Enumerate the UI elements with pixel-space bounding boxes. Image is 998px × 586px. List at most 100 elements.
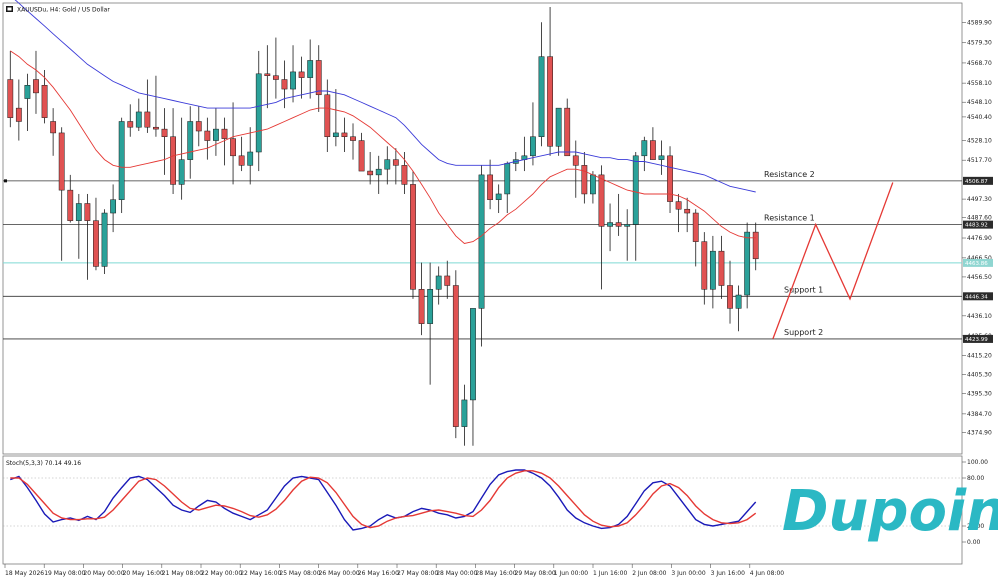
candle-body bbox=[581, 165, 588, 195]
candle-body bbox=[84, 203, 91, 221]
candle-body bbox=[495, 193, 502, 200]
candle-body bbox=[392, 159, 399, 166]
candle-body bbox=[213, 128, 219, 141]
candle-body bbox=[598, 174, 605, 227]
candle-body bbox=[332, 132, 339, 137]
stoch-tick-label: 100.00 bbox=[967, 459, 988, 466]
time-tick-label: 22 May 00:00 bbox=[201, 570, 242, 577]
chart-title: XAUUSDu, H4: Gold / US Dollar bbox=[17, 7, 110, 14]
level-price-tag bbox=[963, 292, 993, 301]
level-name-label: Resistance 1 bbox=[764, 214, 815, 223]
level-price-tags: 4506.87 4483.92 4463.86 4446.34 4423.99 bbox=[963, 176, 993, 343]
time-tick-label: 19 May 08:00 bbox=[44, 570, 85, 577]
stoch-guides bbox=[3, 477, 962, 527]
price-tick-label: 4497.30 bbox=[967, 196, 992, 203]
candle-body bbox=[144, 111, 151, 128]
candle-body bbox=[307, 60, 314, 78]
time-tick-label: 26 May 16:00 bbox=[358, 570, 399, 577]
level-price-tag-label: 4506.87 bbox=[965, 179, 988, 185]
stoch-tick-label: 0.00 bbox=[967, 539, 981, 546]
time-tick-label: 3 Jun 00:00 bbox=[671, 570, 705, 577]
candle-body bbox=[315, 60, 322, 96]
price-tick-label: 4589.90 bbox=[967, 19, 992, 26]
candle-body bbox=[15, 107, 22, 122]
candle-body bbox=[67, 189, 74, 221]
time-tick-label: 18 May 2026 bbox=[5, 570, 44, 577]
ma-slow-line bbox=[14, 0, 756, 193]
candle-body bbox=[272, 75, 279, 80]
projection-zigzag bbox=[772, 182, 894, 340]
price-tick-label: 4558.10 bbox=[967, 80, 992, 87]
time-tick-label: 25 May 08:00 bbox=[279, 570, 320, 577]
candle-body bbox=[195, 121, 202, 132]
candle-body bbox=[110, 199, 117, 214]
candle-body bbox=[470, 308, 476, 401]
candle-body bbox=[58, 132, 65, 191]
candle-body bbox=[375, 168, 382, 176]
candle-body bbox=[547, 56, 553, 147]
level-name-label: Resistance 2 bbox=[764, 170, 815, 179]
candle-body bbox=[667, 155, 673, 202]
symbol-icon-inner bbox=[7, 7, 12, 11]
candle-series bbox=[7, 7, 759, 446]
level-price-tag bbox=[963, 176, 993, 185]
candle-body bbox=[427, 289, 434, 324]
price-tick-label: 4517.70 bbox=[967, 157, 992, 164]
level-name-label: Support 2 bbox=[784, 328, 823, 337]
level-price-tag-label: 4446.34 bbox=[965, 294, 988, 300]
candle-body bbox=[75, 203, 82, 221]
price-tick-label: 4568.70 bbox=[967, 60, 992, 67]
time-tick-label: 20 May 16:00 bbox=[123, 570, 164, 577]
candle-body bbox=[675, 201, 682, 210]
candle-body bbox=[255, 73, 262, 153]
price-tick-label: 4540.40 bbox=[967, 114, 992, 121]
candle-body bbox=[649, 140, 656, 160]
candle-body bbox=[487, 174, 494, 200]
candle-body bbox=[444, 275, 451, 286]
level-price-tag-label: 4423.99 bbox=[965, 337, 988, 343]
time-tick-label: 27 May 08:00 bbox=[397, 570, 438, 577]
ma-fast-line bbox=[10, 50, 756, 244]
candle-body bbox=[615, 222, 622, 227]
candle-body bbox=[418, 289, 425, 324]
candle-body bbox=[435, 275, 442, 290]
candle-body bbox=[718, 250, 725, 286]
price-tick-label: 4436.10 bbox=[967, 313, 992, 320]
candle-body bbox=[684, 208, 691, 214]
level-price-tag bbox=[963, 258, 993, 267]
candle-body bbox=[564, 107, 571, 157]
stoch-axis: 100.00 80.00 20.00 0.00 bbox=[962, 459, 988, 546]
candle-body bbox=[324, 94, 331, 137]
candle-body bbox=[170, 136, 176, 185]
candle-body bbox=[187, 121, 194, 160]
candle-body bbox=[341, 132, 348, 137]
candle-body bbox=[658, 155, 665, 160]
candle-body bbox=[238, 155, 245, 166]
candle-body bbox=[709, 250, 716, 290]
price-tick-label: 4487.60 bbox=[967, 215, 992, 222]
brand-logo: Dupoin bbox=[782, 479, 998, 544]
time-tick-label: 3 Jun 16:00 bbox=[711, 570, 745, 577]
price-tick-label: 4456.50 bbox=[967, 274, 992, 281]
price-tick-label: 4579.30 bbox=[967, 40, 992, 47]
price-tick-label: 4395.30 bbox=[967, 391, 992, 398]
stoch-d-line bbox=[10, 470, 757, 529]
candle-body bbox=[624, 224, 631, 227]
level-price-tag bbox=[963, 334, 993, 343]
price-tick-label: 4528.10 bbox=[967, 137, 992, 144]
candle-body bbox=[367, 170, 374, 176]
candle-body bbox=[692, 212, 699, 242]
time-tick-label: 21 May 08:00 bbox=[162, 570, 203, 577]
candle-body bbox=[230, 138, 236, 157]
candle-body bbox=[161, 128, 168, 137]
candle-body bbox=[290, 71, 296, 90]
level-name-label: Support 1 bbox=[784, 285, 823, 294]
time-tick-label: 22 May 16:00 bbox=[240, 570, 281, 577]
candle-body bbox=[752, 231, 759, 260]
candle-body bbox=[178, 159, 185, 185]
candle-body bbox=[530, 136, 536, 157]
price-tick-label: 4405.30 bbox=[967, 372, 992, 379]
candle-body bbox=[384, 159, 391, 170]
